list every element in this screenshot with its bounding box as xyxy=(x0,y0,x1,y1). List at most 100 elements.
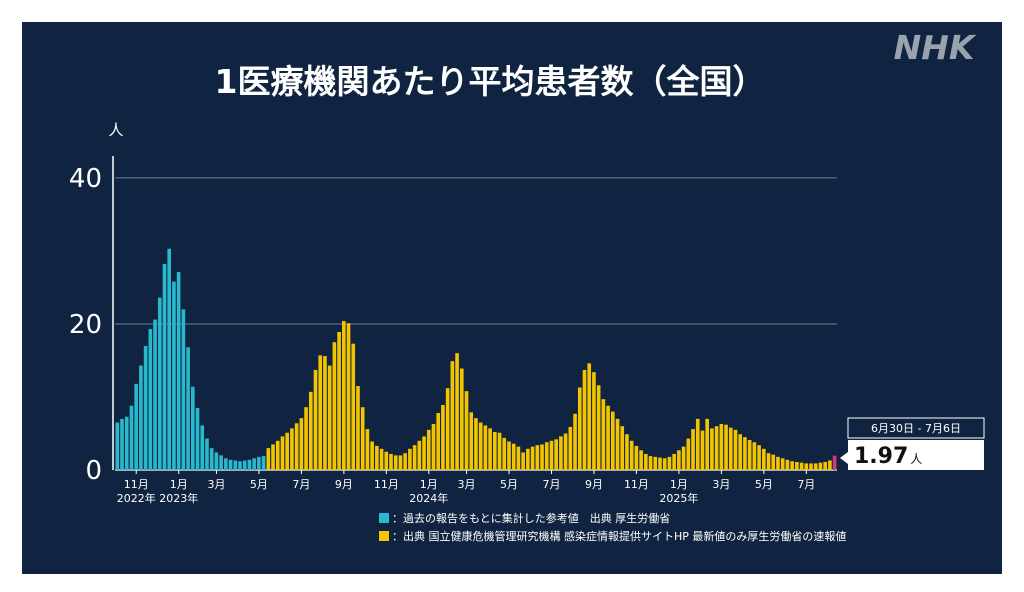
bar-s1-38 xyxy=(294,423,299,470)
bar-s0-8 xyxy=(153,319,157,470)
bar-s1-87 xyxy=(526,448,530,470)
bar-s0-28 xyxy=(247,459,252,470)
bar-s1-139 xyxy=(771,454,776,470)
bar-s1-88 xyxy=(530,446,535,470)
bar-s0-14 xyxy=(181,309,186,470)
bar-s1-110 xyxy=(634,445,639,470)
bar-s1-76 xyxy=(474,418,478,470)
bar-s0-29 xyxy=(252,458,256,470)
bar-s1-140 xyxy=(776,456,780,470)
bar-s0-25 xyxy=(233,460,238,470)
bar-s1-57 xyxy=(384,451,389,470)
x-tick-label-8: 3月 xyxy=(458,478,476,491)
bar-s0-18 xyxy=(200,425,205,470)
bar-s1-36 xyxy=(285,432,290,470)
bar-s1-71 xyxy=(450,361,455,470)
bar-s1-50 xyxy=(351,343,356,470)
bar-s1-68 xyxy=(436,413,441,470)
bar-s1-61 xyxy=(403,453,407,470)
bar-s1-82 xyxy=(502,437,507,470)
bar-s1-134 xyxy=(747,440,752,470)
bar-layer xyxy=(115,248,837,470)
bar-s0-15 xyxy=(186,347,190,470)
bar-s1-98 xyxy=(577,387,582,470)
bar-s1-81 xyxy=(497,432,502,470)
bar-s1-44 xyxy=(323,356,327,470)
bar-s1-147 xyxy=(809,463,813,470)
year-label-1: 2023年 xyxy=(159,491,198,505)
bar-s1-101 xyxy=(592,372,596,470)
bar-s1-105 xyxy=(610,411,615,470)
bar-s1-124 xyxy=(700,430,705,470)
x-tick-label-11: 9月 xyxy=(585,478,603,491)
bar-s1-47 xyxy=(337,331,341,470)
bar-s1-145 xyxy=(799,462,804,470)
bar-s1-90 xyxy=(540,444,544,470)
bar-s1-150 xyxy=(823,461,827,470)
bar-s1-142 xyxy=(785,459,790,470)
bar-s0-27 xyxy=(242,460,247,470)
bar-s1-118 xyxy=(672,453,676,470)
bar-s0-12 xyxy=(172,281,176,470)
year-label-3: 2025年 xyxy=(659,491,698,505)
bar-s1-117 xyxy=(667,456,672,470)
bar-s1-93 xyxy=(554,439,558,470)
x-tick-label-6: 11月 xyxy=(374,478,399,491)
callout-period: 6月30日 - 7月6日 xyxy=(871,422,961,435)
bar-s0-3 xyxy=(129,405,134,470)
x-tick-label-7: 1月 xyxy=(420,478,438,491)
x-tick-label-14: 3月 xyxy=(712,478,730,491)
bar-s1-86 xyxy=(521,452,525,470)
year-label-layer: 2022年 2023年 2024年 2025年 xyxy=(117,491,699,505)
bar-s0-30 xyxy=(257,456,261,470)
bar-s1-49 xyxy=(346,323,351,470)
bar-s1-109 xyxy=(629,440,634,470)
bar-s1-83 xyxy=(507,441,511,470)
bar-s1-103 xyxy=(601,399,606,470)
bar-s1-91 xyxy=(544,442,549,470)
x-tick-label-1: 1月 xyxy=(170,478,188,491)
bar-s1-37 xyxy=(290,428,294,470)
bar-s1-112 xyxy=(644,453,648,470)
bar-s1-102 xyxy=(596,385,601,470)
y-tick-label-0: 0 xyxy=(85,456,102,486)
svg-text:1.97人: 1.97 人 xyxy=(854,444,922,469)
bar-s1-100 xyxy=(587,363,592,470)
bar-s0-5 xyxy=(139,365,143,470)
bar-s1-136 xyxy=(757,445,761,470)
chart-title: 1医療機関あたり平均患者数（全国） xyxy=(215,62,766,101)
y-tick-layer: 0 20 40 xyxy=(69,164,102,486)
bar-s1-143 xyxy=(790,461,794,470)
bar-s1-121 xyxy=(686,438,691,470)
bar-s1-119 xyxy=(677,450,681,470)
x-tick-label-13: 1月 xyxy=(670,478,688,491)
callout-period-box xyxy=(847,417,985,439)
bar-s1-106 xyxy=(615,418,620,470)
bar-s1-32 xyxy=(266,448,271,470)
bar-s1-59 xyxy=(393,455,398,470)
x-tick-label-9: 5月 xyxy=(500,478,518,491)
bar-s1-64 xyxy=(417,440,422,470)
bar-s0-1 xyxy=(120,418,124,470)
bar-s1-151 xyxy=(828,460,832,470)
callout-unit: 人 xyxy=(910,452,922,466)
bar-s1-128 xyxy=(719,423,724,470)
bar-s1-40 xyxy=(304,407,308,470)
bar-s0-10 xyxy=(162,264,167,470)
bar-s1-78 xyxy=(483,425,488,470)
bar-s1-45 xyxy=(327,365,332,470)
legend-swatch-reference xyxy=(379,513,389,523)
legend-swatch-official xyxy=(379,531,389,541)
bar-s1-97 xyxy=(573,413,577,470)
bar-s0-11 xyxy=(167,248,172,470)
bar-s0-7 xyxy=(148,329,153,470)
legend-text-official: ：出典 国立健康危機管理研究機構 感染症情報提供サイトHP 最新値のみ厚生労働省… xyxy=(392,529,846,543)
x-tick-label-10: 7月 xyxy=(543,478,561,491)
legend: ：過去の報告をもとに集計した参考値 出典 厚生労働省 ：出典 国立健康危機管理研… xyxy=(379,511,846,543)
x-tick-label-4: 7月 xyxy=(292,478,310,491)
year-label-2: 2024年 xyxy=(409,491,448,505)
bar-s1-84 xyxy=(511,443,516,470)
bar-s1-141 xyxy=(780,458,785,470)
bar-s1-42 xyxy=(313,369,318,470)
bar-s1-138 xyxy=(766,453,771,470)
